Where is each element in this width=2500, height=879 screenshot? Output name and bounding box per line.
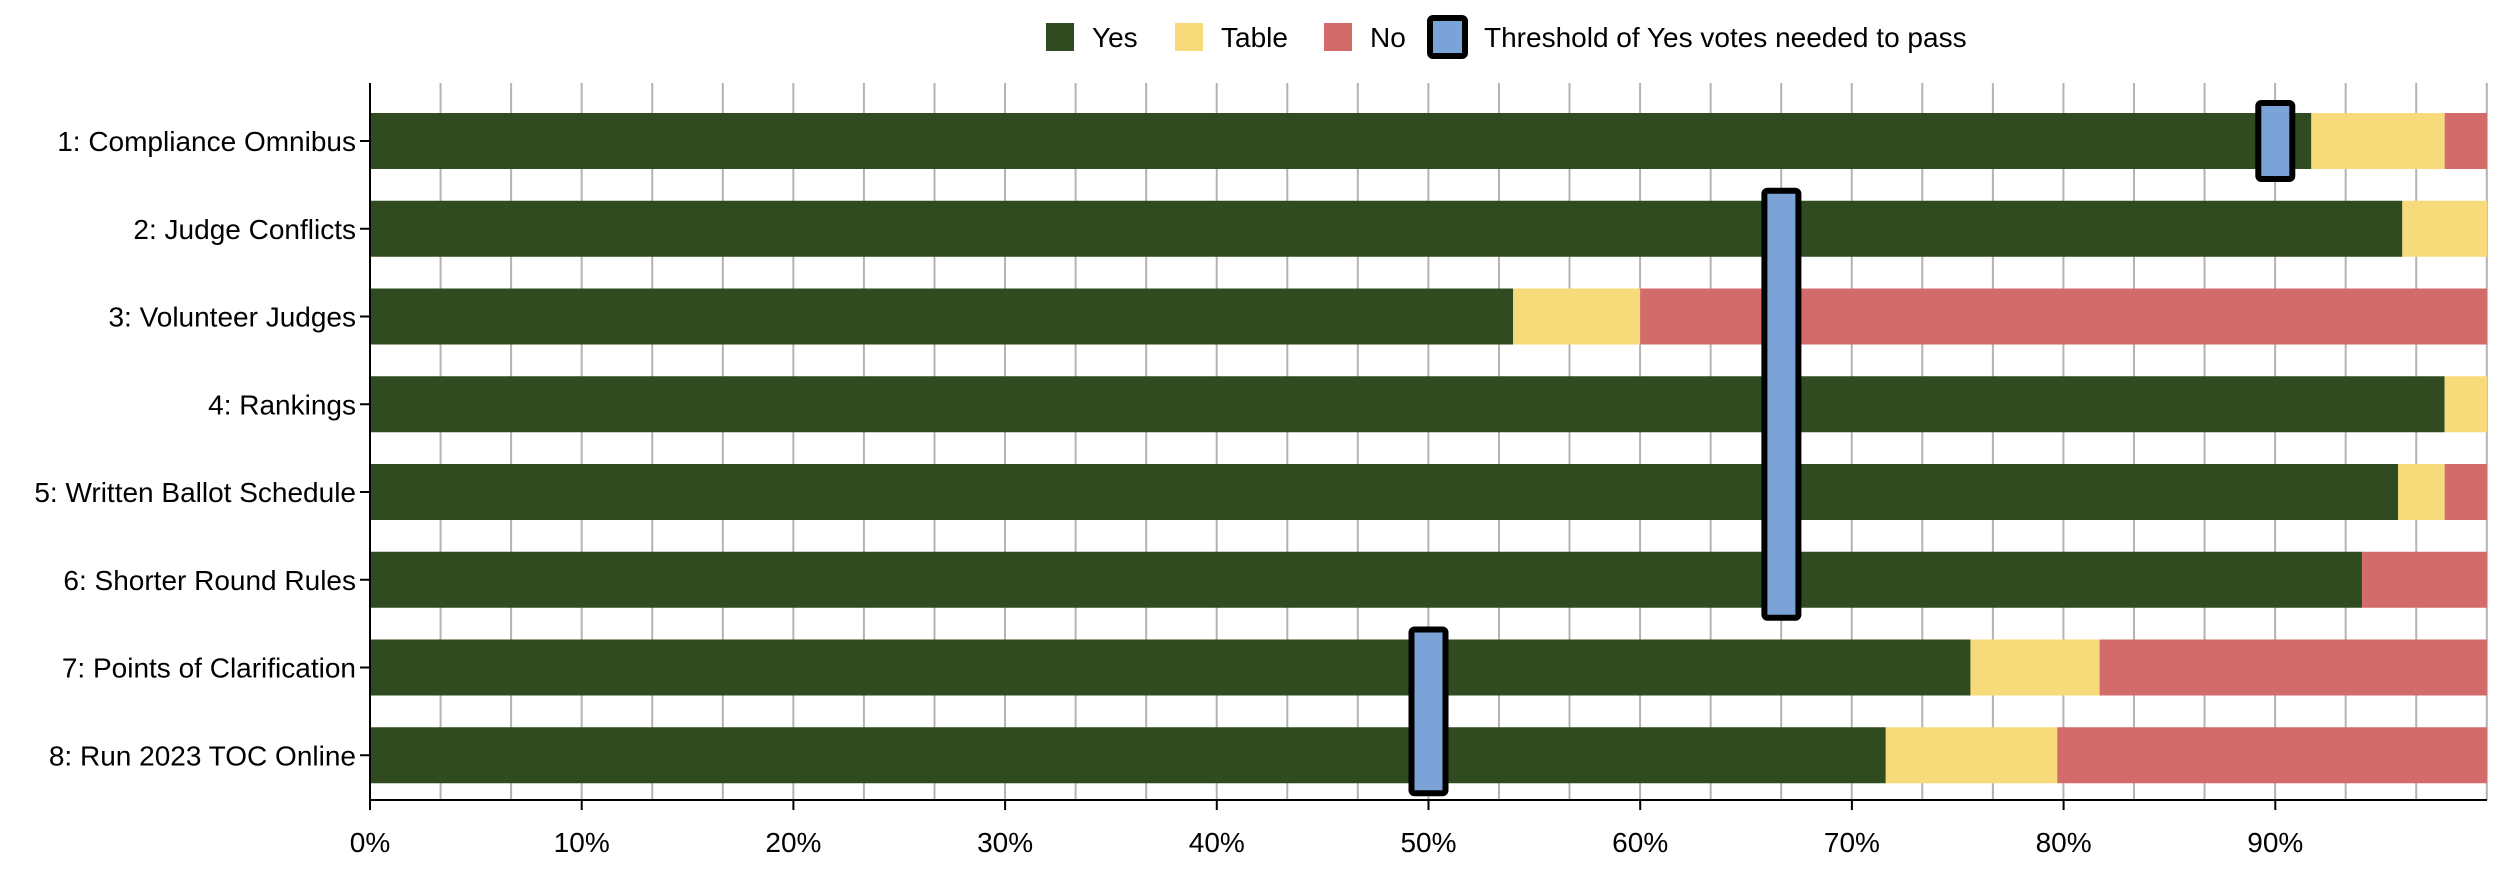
bar-table-4 xyxy=(2444,376,2487,433)
x-tick-label: 10% xyxy=(554,827,610,858)
y-category-label: 5: Written Ballot Schedule xyxy=(34,477,356,508)
bar-yes-5 xyxy=(370,464,2399,520)
legend-label-threshold: Threshold of Yes votes needed to pass xyxy=(1484,22,1967,53)
bars-layer xyxy=(370,113,2487,784)
bar-yes-4 xyxy=(370,376,2445,433)
bar-yes-1 xyxy=(370,113,2312,169)
bar-yes-6 xyxy=(370,551,2363,608)
threshold-marker-3 xyxy=(1408,626,1449,797)
bar-no-1 xyxy=(2444,113,2487,169)
x-tick-label: 40% xyxy=(1189,827,1245,858)
bar-no-7 xyxy=(2099,639,2487,696)
x-tick-label: 50% xyxy=(1400,827,1456,858)
threshold-marker-1 xyxy=(2255,100,2296,182)
legend: Yes Table No Threshold of Yes votes need… xyxy=(1046,15,1967,59)
bar-no-8 xyxy=(2057,727,2487,784)
legend-label-yes: Yes xyxy=(1092,22,1138,53)
bar-yes-3 xyxy=(370,288,1514,345)
bar-table-3 xyxy=(1513,288,1641,345)
x-tick-label: 20% xyxy=(765,827,821,858)
bar-table-5 xyxy=(2398,464,2445,520)
x-tick-label: 70% xyxy=(1824,827,1880,858)
y-category-label: 3: Volunteer Judges xyxy=(108,302,356,333)
legend-swatch-no xyxy=(1324,23,1352,51)
y-category-label: 1: Compliance Omnibus xyxy=(57,126,356,157)
legend-label-no: No xyxy=(1370,22,1406,53)
y-category-label: 4: Rankings xyxy=(208,389,356,420)
bar-yes-7 xyxy=(370,639,1971,696)
bar-no-6 xyxy=(2362,551,2487,608)
bar-table-8 xyxy=(1885,727,2058,784)
y-category-label: 7: Points of Clarification xyxy=(62,653,356,684)
y-category-label: 6: Shorter Round Rules xyxy=(63,565,356,596)
x-tick-label: 80% xyxy=(2036,827,2092,858)
legend-swatch-yes xyxy=(1046,23,1074,51)
legend-swatch-threshold xyxy=(1427,15,1468,59)
legend-swatch-table xyxy=(1175,23,1203,51)
bar-table-1 xyxy=(2311,113,2445,169)
y-category-label: 2: Judge Conflicts xyxy=(133,214,356,245)
bar-table-2 xyxy=(2402,200,2487,257)
axis-layer: 0% 10% 20% 30% 40% 50% 60% 70% 80% 90% 1: Complian… xyxy=(34,83,2487,858)
bar-yes-2 xyxy=(370,200,2403,257)
x-tick-label: 90% xyxy=(2247,827,2303,858)
bar-yes-8 xyxy=(370,727,1886,784)
x-tick-label: 30% xyxy=(977,827,1033,858)
legend-label-table: Table xyxy=(1221,22,1288,53)
threshold-layer xyxy=(1408,100,2296,797)
y-category-label: 8: Run 2023 TOC Online xyxy=(49,740,356,771)
x-tick-label: 0% xyxy=(350,827,390,858)
bar-no-5 xyxy=(2444,464,2487,520)
bar-table-7 xyxy=(1970,639,2100,696)
threshold-marker-2 xyxy=(1761,187,1802,621)
x-tick-label: 60% xyxy=(1612,827,1668,858)
